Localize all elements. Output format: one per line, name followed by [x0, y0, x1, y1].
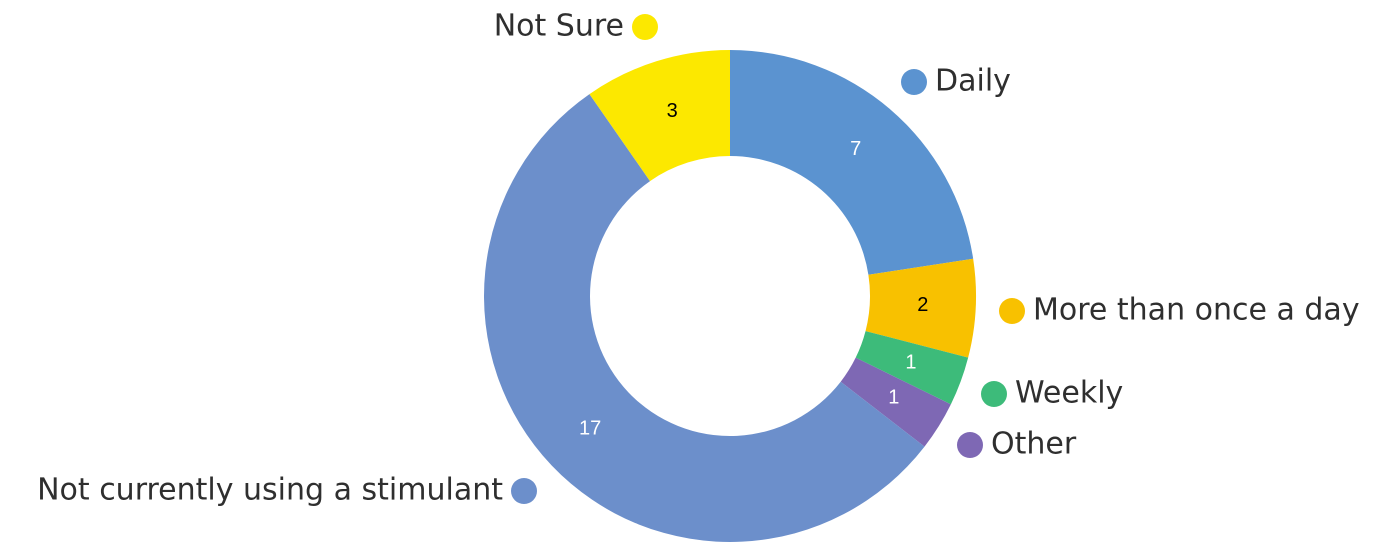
legend-dot — [511, 478, 537, 504]
category-label: More than once a day — [1033, 293, 1360, 328]
value-label: 7 — [850, 138, 861, 160]
donut-segment — [483, 94, 925, 543]
category-label: Weekly — [1015, 376, 1123, 411]
category-label: Not currently using a stimulant — [37, 473, 503, 508]
legend-dot — [981, 381, 1007, 407]
donut-segment — [589, 50, 730, 182]
value-label: 3 — [667, 100, 678, 122]
category-label: Daily — [935, 64, 1011, 99]
value-label: 17 — [579, 417, 601, 439]
value-label: 1 — [905, 351, 916, 373]
donut-segment — [865, 258, 976, 358]
donut-segment — [855, 331, 969, 405]
legend-dot — [999, 298, 1025, 324]
category-label: Not Sure — [494, 9, 624, 44]
legend-dot — [957, 432, 983, 458]
donut-segment — [840, 357, 951, 447]
legend-dot — [632, 14, 658, 40]
legend-dot — [901, 69, 927, 95]
category-label: Other — [991, 427, 1077, 462]
donut-segment — [730, 50, 974, 275]
value-label: 2 — [917, 294, 928, 316]
value-label: 1 — [888, 386, 899, 408]
